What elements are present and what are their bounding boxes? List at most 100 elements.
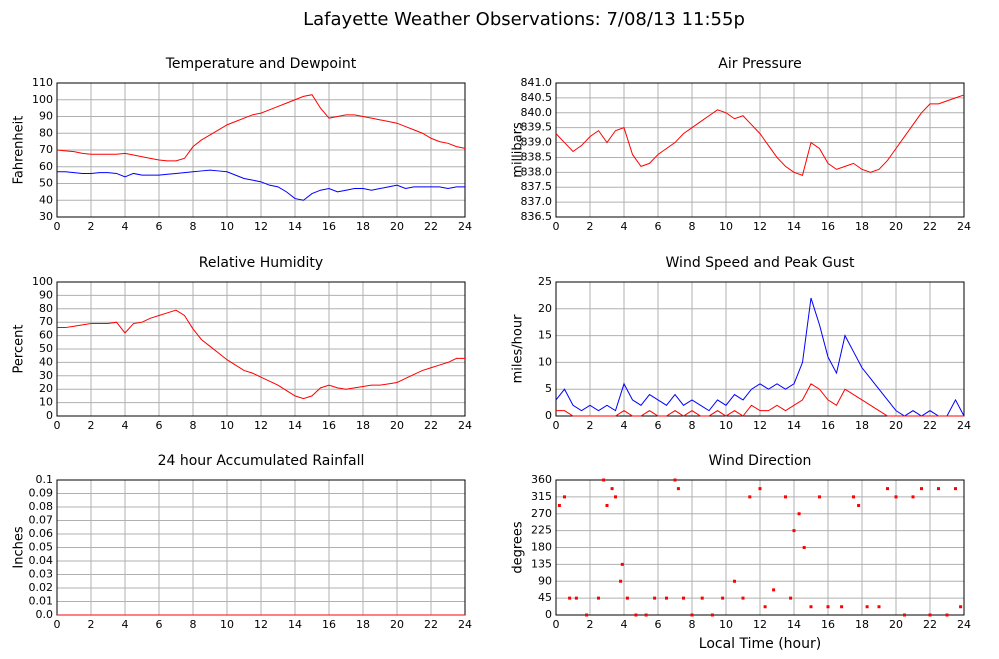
x-tick-label: 20: [889, 618, 903, 631]
x-tick-label: 8: [190, 618, 197, 631]
y-tick-label: 30: [39, 369, 53, 382]
y-tick-label: 841.0: [521, 76, 553, 89]
y-tick-label: 70: [39, 143, 53, 156]
x-tick-label: 16: [322, 618, 336, 631]
y-tick-label: 45: [538, 591, 552, 604]
data-point: [818, 495, 821, 499]
y-tick-label: 225: [531, 524, 552, 537]
x-tick-label: 2: [88, 220, 95, 233]
x-tick-label: 16: [821, 220, 835, 233]
x-tick-label: 10: [220, 220, 234, 233]
data-point: [797, 512, 801, 516]
x-tick-label: 4: [122, 220, 129, 233]
y-tick-label: 100: [32, 93, 53, 106]
x-tick-label: 8: [190, 419, 197, 432]
x-tick-label: 14: [787, 618, 801, 631]
y-axis-label: Fahrenheit: [12, 116, 27, 185]
y-tick-label: 0: [46, 409, 53, 422]
x-tick-label: 12: [254, 220, 268, 233]
y-tick-label: 5: [545, 382, 552, 395]
x-tick-label: 4: [122, 618, 129, 631]
chart-title: Relative Humidity: [199, 255, 323, 271]
y-tick-label: 0.07: [29, 514, 54, 527]
x-tick-label: 2: [88, 618, 95, 631]
data-point: [597, 596, 600, 600]
x-tick-label: 24: [458, 419, 472, 432]
x-tick-label: 18: [855, 220, 869, 233]
x-tick-label: 10: [719, 618, 733, 631]
data-point: [894, 495, 898, 499]
x-tick-label: 24: [957, 618, 971, 631]
y-tick-label: 837.5: [521, 180, 553, 193]
x-tick-label: 0: [54, 419, 61, 432]
x-tick-label: 20: [390, 220, 404, 233]
data-point: [614, 495, 617, 499]
data-line: [57, 309, 465, 400]
x-tick-label: 0: [54, 618, 61, 631]
y-tick-label: 135: [531, 557, 552, 570]
y-tick-label: 10: [39, 396, 53, 409]
data-point: [789, 596, 793, 600]
x-tick-label: 16: [322, 419, 336, 432]
data-point: [619, 579, 623, 583]
data-point: [903, 613, 906, 617]
x-tick-label: 4: [621, 419, 628, 432]
data-point: [585, 613, 589, 617]
data-line: [57, 169, 465, 201]
x-tick-label: 16: [821, 618, 835, 631]
y-tick-label: 0.0: [36, 608, 54, 621]
y-tick-label: 0.04: [29, 554, 54, 567]
data-point: [741, 596, 745, 600]
data-point: [665, 596, 668, 600]
x-tick-label: 12: [254, 419, 268, 432]
plot-frame: [555, 82, 965, 218]
x-tick-label: 8: [689, 618, 696, 631]
data-point: [928, 613, 932, 617]
x-tick-label: 18: [356, 419, 370, 432]
x-tick-label: 6: [156, 618, 163, 631]
y-tick-label: 0.02: [29, 581, 54, 594]
y-tick-label: 0.09: [29, 487, 54, 500]
x-tick-label: 24: [458, 618, 472, 631]
x-tick-label: 10: [220, 419, 234, 432]
x-tick-label: 22: [424, 220, 438, 233]
x-tick-label: 6: [655, 220, 662, 233]
chart-title: Air Pressure: [718, 56, 801, 72]
data-point: [610, 487, 614, 491]
x-tick-label: 18: [855, 419, 869, 432]
y-tick-label: 0.06: [29, 527, 54, 540]
data-point: [959, 605, 963, 609]
data-point: [605, 504, 609, 507]
data-point: [772, 588, 776, 592]
x-tick-label: 6: [156, 419, 163, 432]
data-point: [802, 546, 806, 549]
chart-title: 24 hour Accumulated Rainfall: [158, 453, 365, 469]
y-tick-label: 60: [39, 329, 53, 342]
y-tick-label: 90: [39, 288, 53, 301]
data-point: [721, 596, 725, 600]
data-point: [653, 596, 657, 600]
y-tick-label: 80: [39, 302, 53, 315]
data-point: [690, 613, 694, 617]
x-tick-label: 0: [54, 220, 61, 233]
x-tick-label: 22: [923, 419, 937, 432]
x-tick-label: 14: [288, 220, 302, 233]
data-point: [857, 504, 861, 507]
chart-title: Wind Direction: [709, 453, 812, 469]
x-tick-label: 16: [821, 419, 835, 432]
data-point: [920, 487, 923, 491]
x-tick-label: 6: [156, 220, 163, 233]
x-tick-label: 12: [254, 618, 268, 631]
x-tick-label: 0: [553, 419, 560, 432]
y-tick-label: 840.0: [521, 106, 553, 119]
data-point: [763, 605, 767, 609]
y-tick-label: 90: [39, 110, 53, 123]
y-tick-label: 180: [531, 541, 552, 554]
data-point: [634, 613, 638, 617]
x-tick-label: 24: [458, 220, 472, 233]
y-tick-label: 50: [39, 342, 53, 355]
x-tick-label: 2: [587, 220, 594, 233]
data-point: [865, 605, 869, 609]
x-tick-label: 16: [322, 220, 336, 233]
y-tick-label: 100: [32, 275, 53, 288]
